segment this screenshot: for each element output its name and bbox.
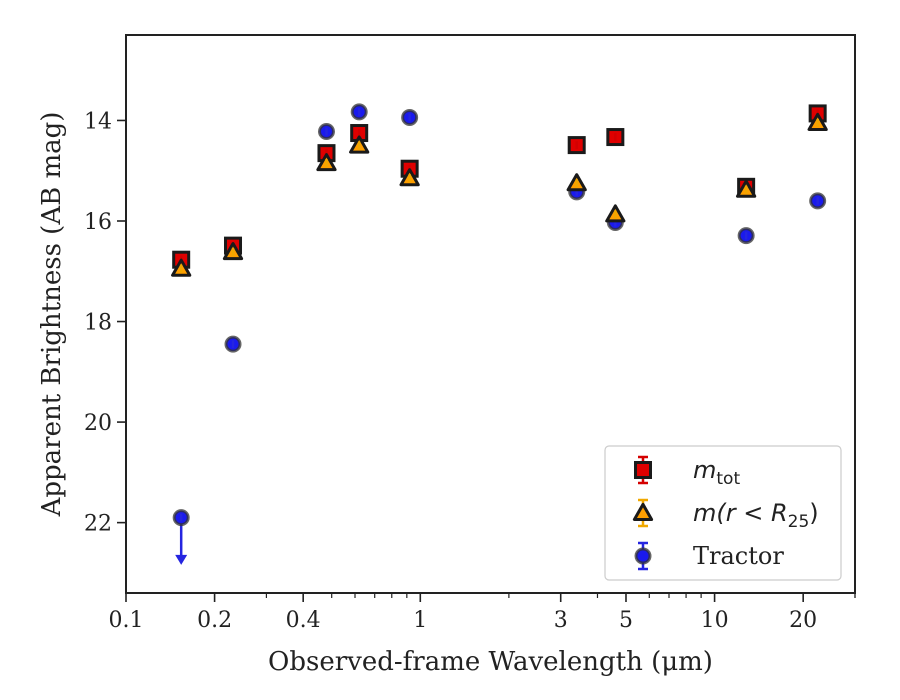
plot-marks bbox=[171, 103, 828, 565]
y-tick-label: 14 bbox=[84, 109, 112, 134]
plot-frame bbox=[125, 34, 856, 594]
x-tick-label: 20 bbox=[789, 608, 817, 633]
x-axis: 0.1 0.2 0.4 1 3 5 10 20 bbox=[109, 593, 856, 633]
legend-marker bbox=[634, 547, 652, 565]
y-axis: 14 16 18 20 22 bbox=[84, 109, 126, 537]
y-axis-label: Apparent Brightness (AB mag) bbox=[37, 112, 67, 518]
x-tick-label: 0.1 bbox=[109, 608, 144, 633]
x-tick-label: 0.2 bbox=[197, 608, 232, 633]
series-triangle bbox=[171, 112, 828, 277]
legend-label: Tractor bbox=[693, 542, 784, 570]
legend-subscript: 25 bbox=[788, 512, 810, 532]
upper-limit-arrowhead bbox=[175, 554, 188, 565]
legend-marker bbox=[634, 461, 652, 479]
y-tick-label: 18 bbox=[84, 311, 112, 336]
x-tick-label: 3 bbox=[554, 608, 568, 633]
y-tick-label: 16 bbox=[84, 210, 112, 235]
x-tick-label: 0.4 bbox=[286, 608, 321, 633]
legend-suffix: ) bbox=[809, 499, 818, 527]
legend-subscript: tot bbox=[716, 469, 740, 489]
legend-marker bbox=[632, 502, 654, 521]
x-tick-label: 5 bbox=[619, 608, 633, 633]
x-tick-label: 1 bbox=[413, 608, 427, 633]
legend-box bbox=[604, 445, 842, 581]
y-tick-label: 20 bbox=[84, 411, 112, 436]
x-axis-label: Observed-frame Wavelength (μm) bbox=[268, 647, 713, 677]
y-tick-label: 22 bbox=[84, 512, 112, 537]
x-tick-label: 10 bbox=[701, 608, 729, 633]
series-square bbox=[172, 104, 827, 269]
